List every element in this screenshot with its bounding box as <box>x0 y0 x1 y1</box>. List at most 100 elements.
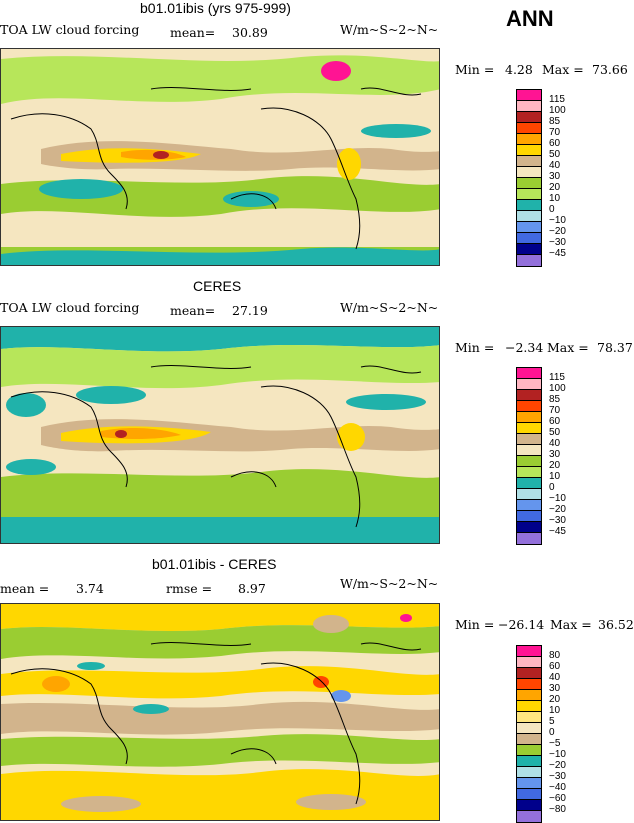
colorbar-swatch <box>517 211 541 222</box>
colorbar-swatch <box>517 368 541 379</box>
panel-2-title: CERES <box>193 278 242 294</box>
colorbar-tick-label: −80 <box>549 804 566 815</box>
map-1-coastlines <box>10 87 422 250</box>
map-3-yellow-south <box>1 769 439 820</box>
colorbar-tick-label: 20 <box>549 182 561 193</box>
colorbar-swatch <box>517 789 541 800</box>
map-2-coastlines <box>10 365 422 528</box>
colorbar-swatch <box>517 434 541 445</box>
colorbar-swatch <box>517 390 541 401</box>
panel-1-colorbar-labels: 115 100 85 70 60 50 40 30 20 10 0 −10 −20 −30 −45 <box>549 94 566 259</box>
map-1-teal-north-1 <box>361 124 431 138</box>
colorbar-swatch <box>517 690 541 701</box>
colorbar-tick-label: 10 <box>549 193 561 204</box>
map-3-teal-1 <box>133 704 169 714</box>
colorbar-swatch <box>517 456 541 467</box>
colorbar-swatch <box>517 178 541 189</box>
panel-3-mean-value: 3.74 <box>76 581 104 596</box>
colorbar-tick-label: 100 <box>549 383 566 394</box>
colorbar-swatch <box>517 233 541 244</box>
colorbar-swatch <box>517 723 541 734</box>
colorbar-swatch <box>517 701 541 712</box>
panel-1-max-label: Max = <box>542 62 584 77</box>
colorbar-tick-label: 30 <box>549 171 561 182</box>
colorbar-swatch <box>517 800 541 811</box>
panel-1-field: TOA LW cloud forcing <box>0 22 140 37</box>
panel-2-max-value: 78.37 <box>597 340 633 355</box>
panel-3-max-value: 36.52 <box>598 617 634 632</box>
colorbar-tick-label: 60 <box>549 138 561 149</box>
colorbar-swatch <box>517 412 541 423</box>
colorbar-tick-label: 30 <box>549 449 561 460</box>
panel-1-max-value: 73.66 <box>592 62 628 77</box>
colorbar-swatch <box>517 467 541 478</box>
colorbar-tick-label: 50 <box>549 427 561 438</box>
map-3-yellow-north <box>1 604 439 632</box>
panel-2-min-value: −2.34 <box>505 340 544 355</box>
colorbar-tick-label: 40 <box>549 160 561 171</box>
colorbar-tick-label: 60 <box>549 661 561 672</box>
map-3-teal-2 <box>77 662 105 670</box>
panel-2-mean-label: mean= <box>170 303 216 318</box>
colorbar-swatch <box>517 189 541 200</box>
colorbar-swatch <box>517 646 541 657</box>
colorbar-swatch <box>517 90 541 101</box>
colorbar-tick-label: 10 <box>549 705 561 716</box>
map-1-teal-south-2 <box>223 191 279 207</box>
colorbar-swatch <box>517 244 541 255</box>
panel-2-colorbar-labels: 115 100 85 70 60 50 40 30 20 10 0 −10 −20 −30 −45 <box>549 372 566 537</box>
map-3-green-south <box>1 734 439 767</box>
map-2-teal-north-1 <box>6 393 46 417</box>
colorbar-swatch <box>517 478 541 489</box>
panel-1-title: b01.01ibis (yrs 975-999) <box>140 0 291 16</box>
colorbar-tick-label: 0 <box>549 204 555 215</box>
colorbar-tick-label: 70 <box>549 127 561 138</box>
colorbar-tick-label: 0 <box>549 727 555 738</box>
map-2-teal-south-1 <box>6 459 56 475</box>
colorbar-tick-label: −60 <box>549 793 566 804</box>
colorbar-tick-label: −40 <box>549 782 566 793</box>
colorbar-swatch <box>517 811 541 822</box>
panel-3-rmse-label: rmse = <box>166 581 213 596</box>
map-3-tan-tropics <box>1 701 439 735</box>
panel-3-colorbar <box>516 645 542 823</box>
colorbar-tick-label: −20 <box>549 760 566 771</box>
map-2-yellow-sa <box>337 423 365 451</box>
panel-3-title: b01.01ibis - CERES <box>152 556 277 572</box>
colorbar-tick-label: 60 <box>549 416 561 427</box>
panel-2-units: W/m~S~2~N~ <box>340 300 439 315</box>
season-label: ANN <box>506 6 554 31</box>
colorbar-swatch <box>517 445 541 456</box>
panel-3-colorbar-labels: 80 60 40 30 20 10 5 0 −5 −10 −20 −30 −40 −60 −80 <box>549 650 566 815</box>
panel-2-max-label: Max = <box>547 340 589 355</box>
colorbar-swatch <box>517 112 541 123</box>
map-3-green-north <box>1 625 439 659</box>
colorbar-tick-label: 40 <box>549 438 561 449</box>
colorbar-tick-label: −30 <box>549 515 566 526</box>
colorbar-tick-label: 100 <box>549 105 566 116</box>
panel-2-min-label: Min = <box>455 340 495 355</box>
panel-3-min-label: Min = <box>455 617 495 632</box>
colorbar-swatch <box>517 489 541 500</box>
map-1-arctic-patch <box>321 61 351 81</box>
colorbar-swatch <box>517 379 541 390</box>
map-2-hot-spot <box>115 430 127 438</box>
colorbar-swatch <box>517 500 541 511</box>
map-2-green-north <box>1 345 439 389</box>
map-1-yellow-sa <box>337 148 361 180</box>
colorbar-tick-label: −10 <box>549 215 566 226</box>
colorbar-swatch <box>517 511 541 522</box>
colorbar-tick-label: −10 <box>549 493 566 504</box>
colorbar-swatch <box>517 767 541 778</box>
colorbar-swatch <box>517 401 541 412</box>
panel-2-field: TOA LW cloud forcing <box>0 300 140 315</box>
colorbar-swatch <box>517 522 541 533</box>
colorbar-tick-label: −20 <box>549 226 566 237</box>
colorbar-swatch <box>517 745 541 756</box>
colorbar-tick-label: 80 <box>549 650 561 661</box>
map-1-teal-south-1 <box>39 179 123 199</box>
map-2-arctic-teal <box>1 327 439 352</box>
colorbar-tick-label: −45 <box>549 526 566 537</box>
colorbar-swatch <box>517 657 541 668</box>
colorbar-swatch <box>517 712 541 723</box>
